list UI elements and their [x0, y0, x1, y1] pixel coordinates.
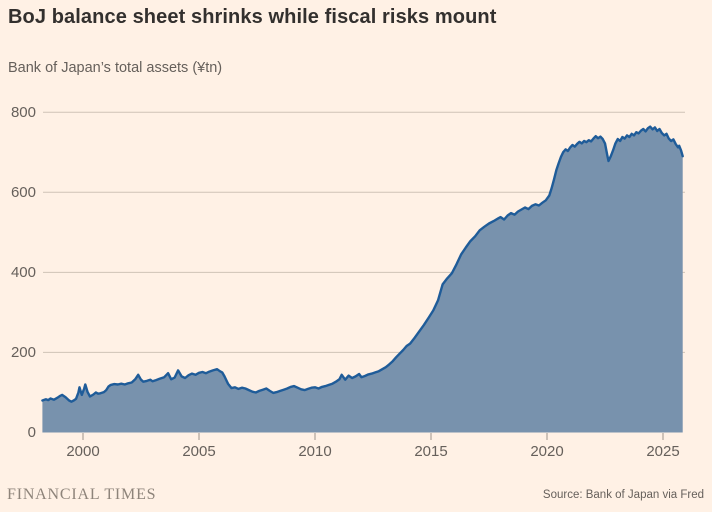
y-axis-label-600: 600	[10, 183, 36, 201]
x-axis-label-2010: 2010	[298, 443, 332, 460]
y-axis-label-800: 800	[10, 103, 36, 121]
financial-times-logo: FINANCIAL TIMES	[7, 486, 157, 503]
data-line	[41, 125, 684, 403]
source-note: Source: Bank of Japan via Fred	[542, 489, 704, 501]
chart-subtitle: Bank of Japan’s total assets (¥tn)	[8, 60, 223, 76]
page-title: BoJ balance sheet shrinks while fiscal r…	[8, 6, 497, 28]
y-axis-label-0: 0	[27, 424, 36, 441]
x-axis-label-2020: 2020	[530, 443, 564, 460]
x-axis-label-2025: 2025	[646, 443, 680, 460]
x-axis-label-2000: 2000	[66, 443, 100, 460]
y-axis-label-400: 400	[10, 263, 36, 281]
x-axis-label-2005: 2005	[182, 443, 216, 460]
area-fill	[42, 126, 683, 433]
x-axis-label-2015: 2015	[414, 443, 448, 460]
y-axis-label-200: 200	[10, 343, 36, 361]
x-axis-ticks	[82, 433, 664, 440]
